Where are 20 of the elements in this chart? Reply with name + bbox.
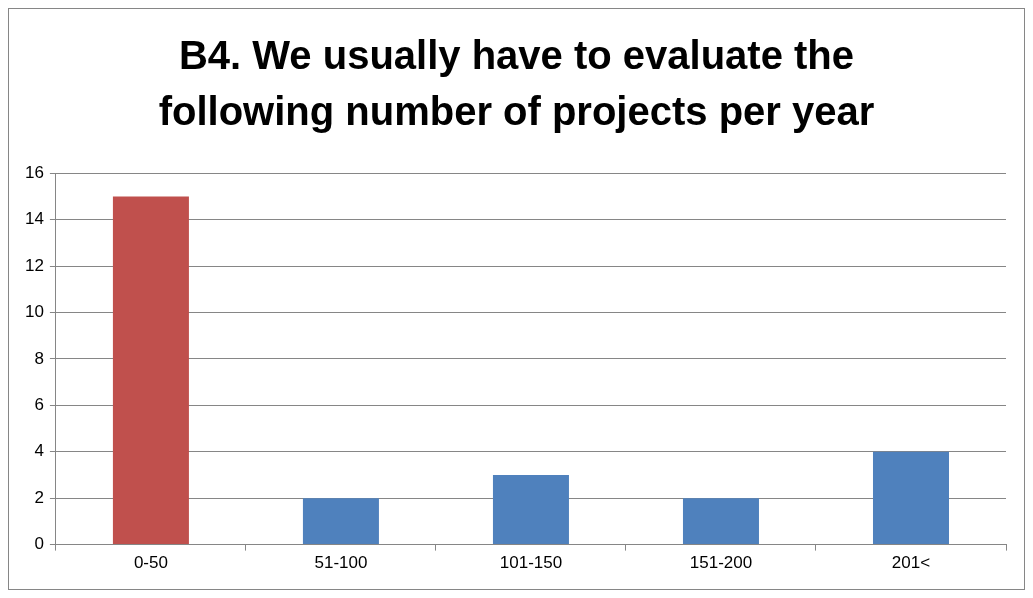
y-tick-label: 12 [24,255,44,275]
y-tick-label: 10 [24,302,44,322]
y-tick-label: 16 [24,162,44,182]
x-tick-label: 101-150 [499,553,563,573]
y-tick-label: 4 [34,441,44,461]
y-tick-label: 0 [34,534,44,554]
x-tick-label: 151-200 [689,553,753,573]
y-tick-label: 2 [34,487,44,507]
bar [492,474,569,545]
bar [872,451,949,545]
x-tick-label: 0-50 [133,553,168,573]
x-tick-label: 51-100 [314,553,368,573]
y-tick-label: 8 [34,348,44,368]
y-tick-label: 6 [34,395,44,415]
bar [302,498,379,545]
chart-title: B4. We usually have to evaluate the following number of projects per year [157,32,876,135]
bar [682,498,759,545]
y-tick-label: 14 [24,209,44,229]
x-tick-label: 201< [891,553,931,573]
bar [112,196,189,545]
